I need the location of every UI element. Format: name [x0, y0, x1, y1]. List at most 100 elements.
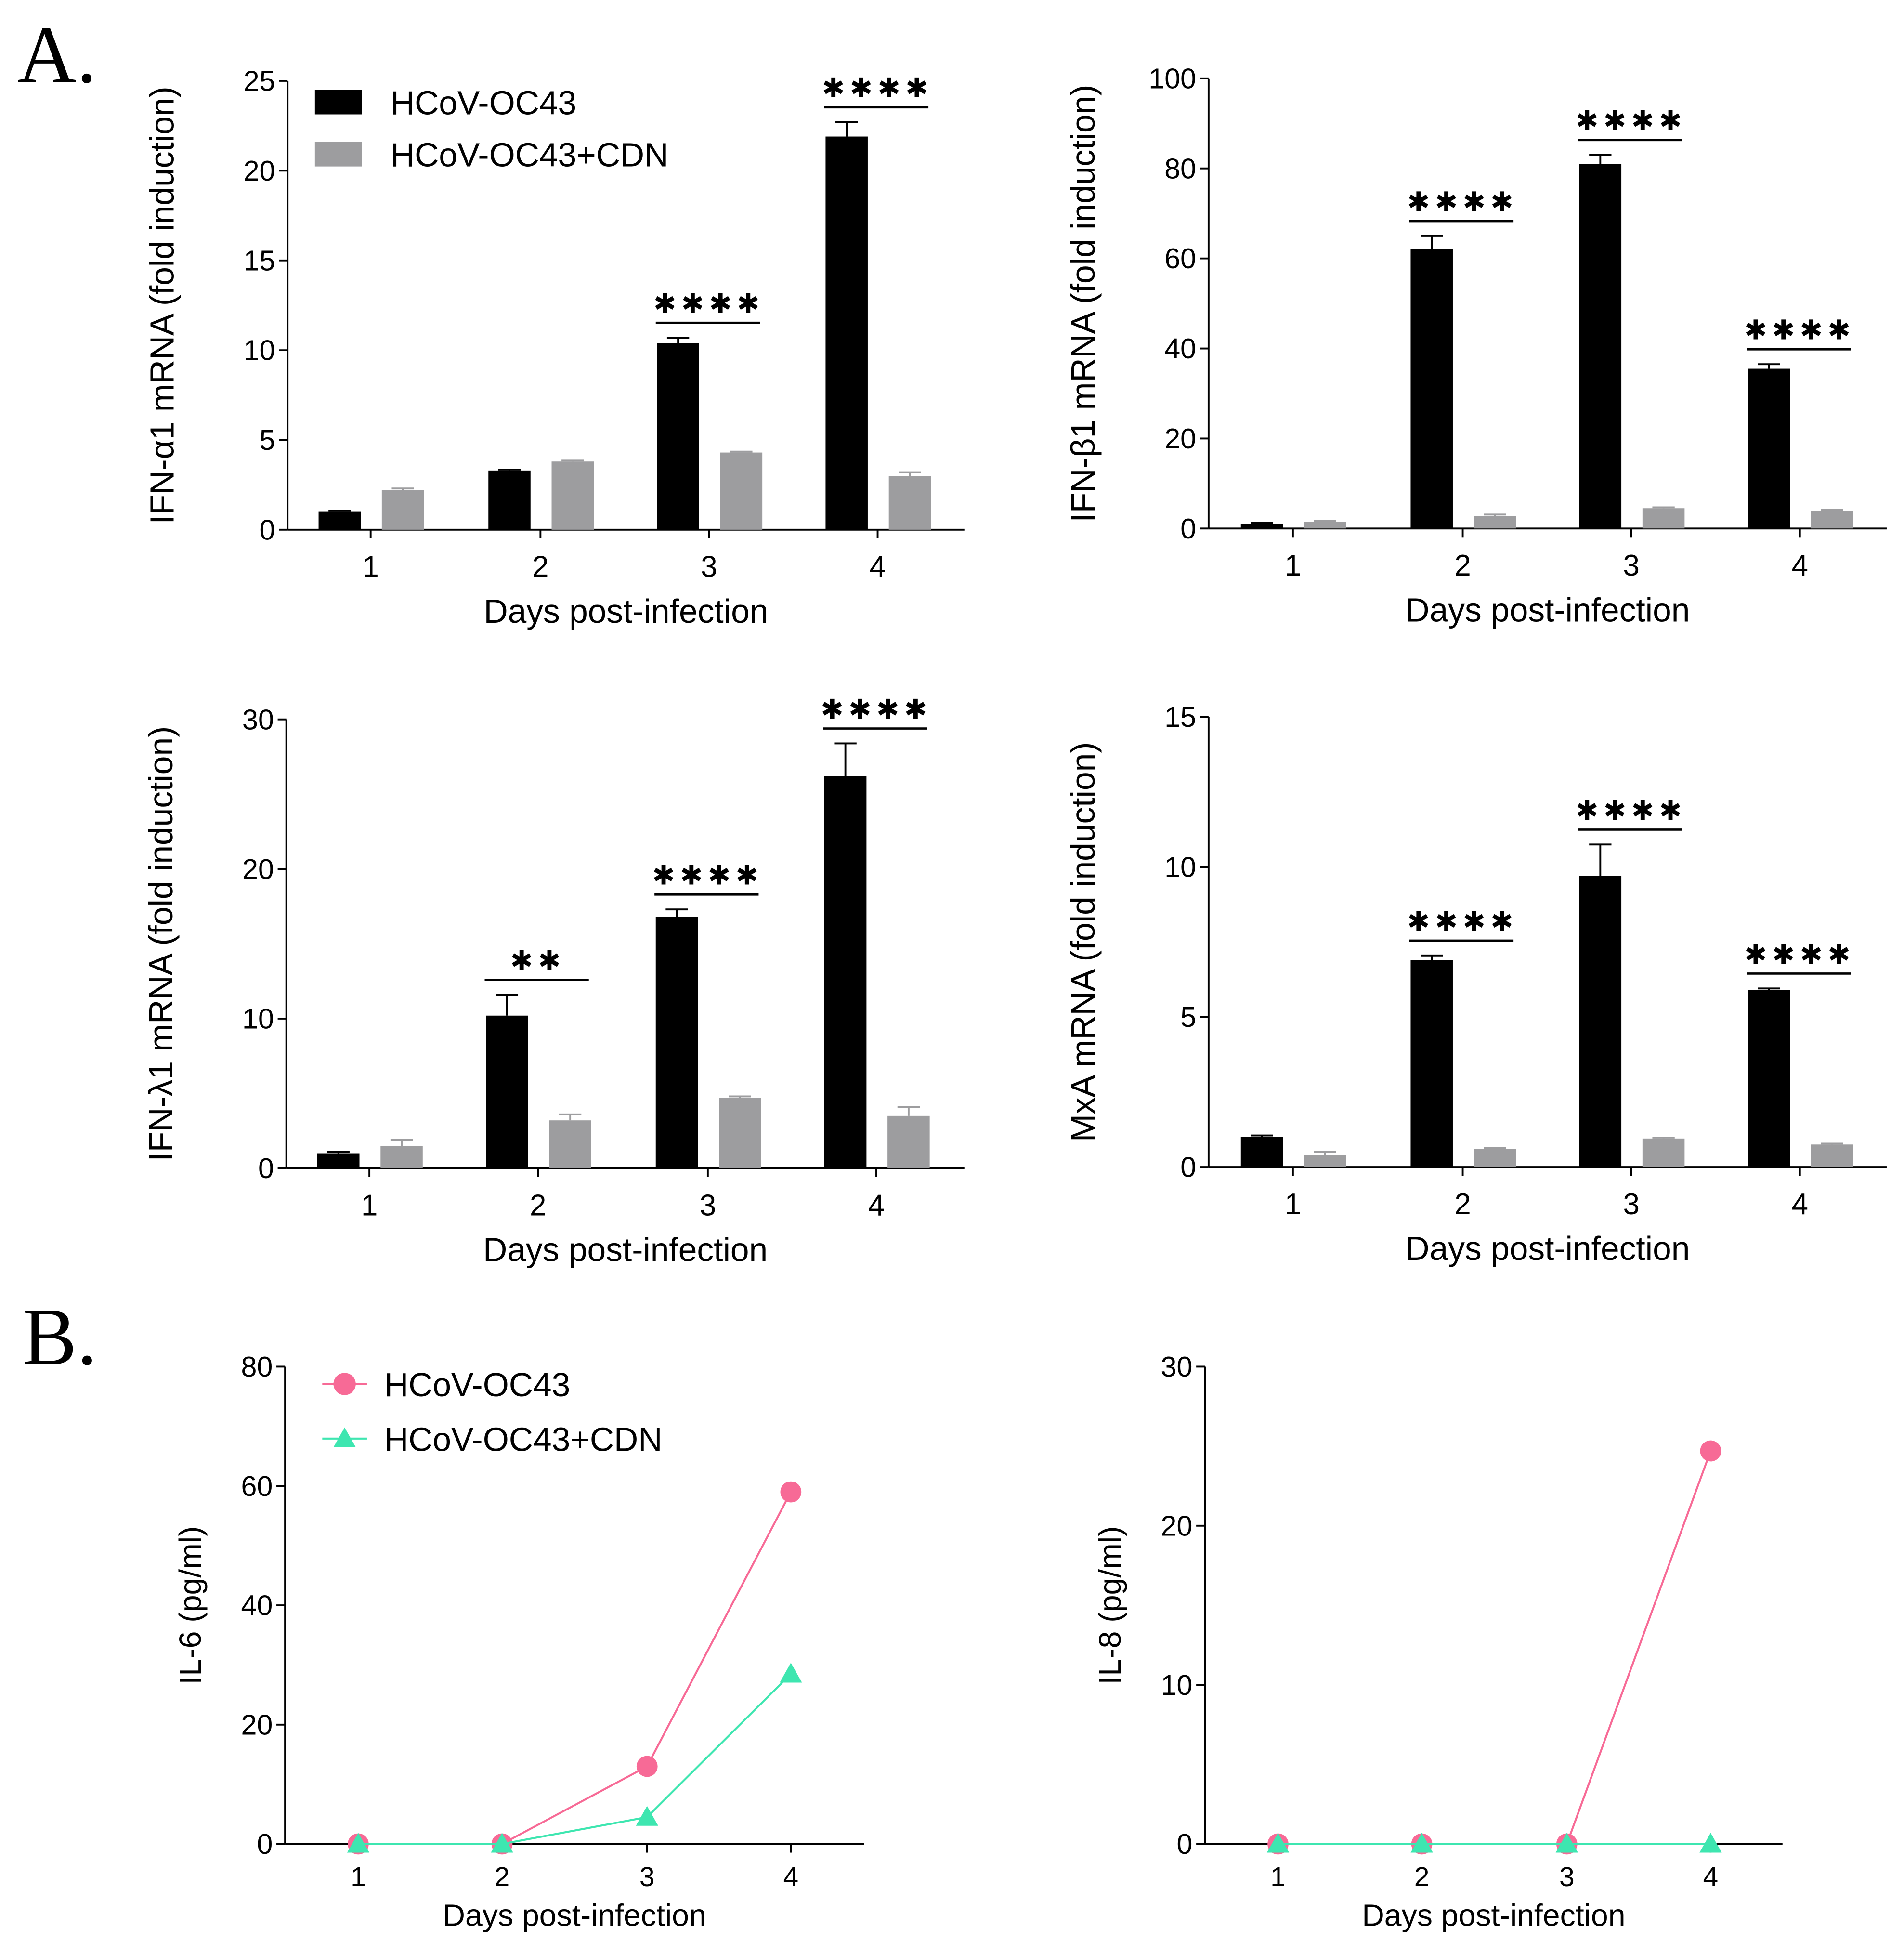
bar-hcov-oc43-cdn	[1642, 508, 1685, 529]
x-axis-label: Days post-infection	[443, 1898, 706, 1932]
chart-5: 0 20 40 60 80 1 2 3 4 Days post-infection IL-6 (pg…	[173, 1351, 864, 1932]
x-tick-label: 2	[530, 1189, 546, 1222]
bar-hcov-oc43-cdn	[381, 490, 424, 530]
y-tick-label: 15	[1164, 701, 1196, 733]
bar-hcov-oc43-cdn	[720, 452, 763, 530]
y-tick-label: 30	[242, 703, 274, 735]
panel-label-a: A.	[17, 10, 97, 100]
legend-swatch	[314, 90, 362, 115]
x-axis-label: Days post-infection	[1405, 1230, 1690, 1267]
bar-hcov-oc43	[488, 470, 531, 530]
bar-hcov-oc43	[655, 917, 698, 1168]
x-tick-label: 4	[1792, 549, 1808, 582]
significance-label: ✱✱	[510, 946, 566, 976]
significance-label: ✱✱✱✱	[652, 861, 763, 891]
bar-hcov-oc43-cdn	[1304, 522, 1346, 529]
bar-hcov-oc43	[1410, 249, 1453, 529]
y-tick-label: 40	[1164, 332, 1196, 365]
bar-hcov-oc43-cdn	[719, 1098, 761, 1168]
y-tick-label: 30	[1161, 1351, 1193, 1383]
x-axis-label: Days post-infection	[1362, 1898, 1625, 1932]
data-point-triangle	[1410, 1833, 1433, 1853]
x-tick-label: 3	[701, 551, 717, 584]
y-tick-label: 25	[244, 65, 275, 97]
data-point-triangle	[1699, 1833, 1722, 1853]
significance-label: ✱✱✱✱	[1407, 906, 1518, 937]
y-tick-label: 20	[242, 853, 274, 885]
data-point-triangle	[491, 1833, 513, 1853]
legend-marker-triangle	[333, 1427, 356, 1447]
bar-hcov-oc43-cdn	[887, 1115, 930, 1168]
significance-label: ✱✱✱✱	[1407, 187, 1518, 217]
bar-hcov-oc43-cdn	[1642, 1138, 1685, 1167]
y-axis-label: MxA mRNA (fold induction)	[1064, 742, 1102, 1142]
panel-label-b: B.	[22, 1291, 97, 1382]
y-axis-label: IL-8 (pg/ml)	[1093, 1526, 1127, 1685]
y-tick-label: 5	[1180, 1001, 1196, 1033]
x-tick-label: 2	[1414, 1862, 1429, 1892]
bar-hcov-oc43	[318, 511, 361, 530]
x-tick-label: 2	[1454, 1188, 1471, 1221]
y-tick-label: 0	[258, 1152, 274, 1184]
bar-hcov-oc43	[824, 776, 867, 1168]
x-tick-label: 4	[1792, 1188, 1808, 1221]
x-tick-label: 1	[361, 1189, 378, 1222]
data-point-circle	[780, 1481, 802, 1503]
x-tick-label: 1	[1285, 1188, 1301, 1221]
bar-hcov-oc43-cdn	[551, 461, 594, 530]
x-axis-label: Days post-infection	[483, 592, 768, 630]
legend-marker-circle	[333, 1373, 356, 1395]
y-tick-label: 20	[241, 1708, 273, 1741]
bar-hcov-oc43	[657, 343, 699, 530]
significance-label: ✱✱✱✱	[1744, 315, 1855, 346]
bar-hcov-oc43	[825, 136, 868, 530]
bar-hcov-oc43	[1579, 876, 1622, 1167]
data-point-circle	[636, 1756, 658, 1777]
y-tick-label: 5	[260, 424, 275, 456]
bar-hcov-oc43-cdn	[549, 1120, 591, 1168]
legend-label: HCoV-OC43+CDN	[391, 136, 668, 174]
bar-hcov-oc43-cdn	[1304, 1155, 1346, 1167]
bar-hcov-oc43-cdn	[1811, 511, 1853, 529]
x-tick-label: 3	[1623, 1188, 1639, 1221]
x-tick-label: 1	[1285, 549, 1301, 582]
y-tick-label: 0	[257, 1828, 273, 1860]
x-tick-label: 4	[868, 1189, 885, 1222]
y-tick-label: 10	[242, 1003, 274, 1035]
y-tick-label: 20	[1161, 1509, 1193, 1542]
x-tick-label: 4	[869, 551, 886, 584]
y-tick-label: 60	[241, 1470, 273, 1502]
x-tick-label: 3	[700, 1189, 716, 1222]
y-tick-label: 40	[241, 1589, 273, 1622]
x-tick-label: 2	[532, 551, 548, 584]
y-tick-label: 0	[1180, 1151, 1196, 1183]
bar-hcov-oc43-cdn	[888, 476, 931, 530]
significance-label: ✱✱✱✱	[822, 73, 933, 104]
x-tick-label: 1	[1270, 1862, 1285, 1892]
y-tick-label: 15	[244, 244, 275, 276]
bar-hcov-oc43	[1240, 524, 1283, 529]
legend-label: HCoV-OC43+CDN	[384, 1421, 662, 1458]
y-tick-label: 60	[1164, 242, 1196, 275]
series-line-hcov-oc43	[1278, 1450, 1712, 1845]
significance-label: ✱✱✱✱	[653, 289, 765, 319]
y-axis-label: IFN-β1 mRNA (fold induction)	[1064, 85, 1102, 523]
series-line-hcov-oc43-cdn	[358, 1673, 792, 1845]
data-point-triangle	[1266, 1833, 1290, 1853]
bar-hcov-oc43	[1410, 960, 1453, 1167]
y-axis-label: IFN-α1 mRNA (fold induction)	[143, 86, 181, 524]
chart-2: 0 20 40 60 80 100 1 2 3 4 Days post-infection IFN-β…	[1064, 62, 1887, 629]
data-point-circle	[1700, 1440, 1721, 1462]
bar-hcov-oc43-cdn	[1474, 1149, 1516, 1167]
x-tick-label: 1	[351, 1862, 366, 1892]
significance-label: ✱✱✱✱	[821, 695, 932, 725]
bar-hcov-oc43-cdn	[1811, 1144, 1853, 1167]
chart-4: 0 5 10 15 1 2 3 4 Days post-infection MxA mRNA (f…	[1064, 701, 1887, 1267]
x-tick-label: 4	[1703, 1862, 1718, 1892]
bar-hcov-oc43	[1748, 990, 1790, 1167]
x-axis-label: Days post-infection	[1405, 591, 1690, 629]
y-tick-label: 10	[1161, 1669, 1193, 1701]
chart-1: 0 5 10 15 20 25 1 2 3 4 Days post-infection IFN-α1 …	[143, 65, 965, 630]
